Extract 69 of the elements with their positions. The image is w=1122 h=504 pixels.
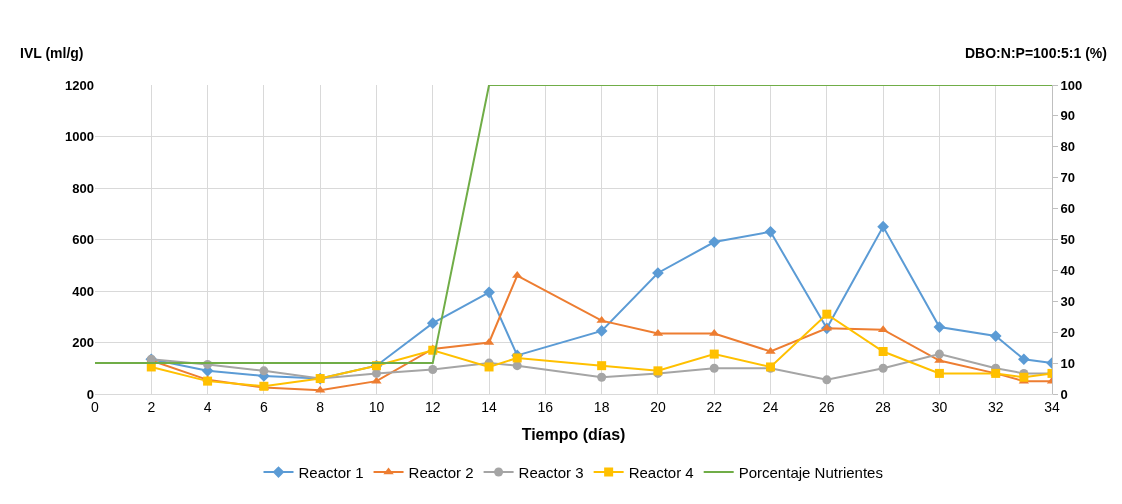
point: [1019, 372, 1029, 382]
y2-tick-label: 20: [1060, 324, 1076, 340]
y2-tick-label: 10: [1060, 355, 1076, 371]
point: [597, 372, 607, 382]
x-tick-label: 22: [706, 398, 723, 415]
y-tick-label: 400: [72, 283, 94, 299]
x-tick-label: 30: [931, 398, 948, 415]
y2-tick-label: 100: [1060, 77, 1083, 93]
x-tick-label: 2: [147, 398, 156, 415]
point: [709, 328, 720, 336]
x-tick-label: 20: [650, 398, 666, 415]
point: [934, 368, 944, 378]
point: [259, 366, 269, 376]
y2-tick-label: 80: [1060, 139, 1076, 155]
y-tick-label: 800: [72, 180, 94, 196]
point: [878, 347, 888, 357]
x-tick-label: 24: [762, 398, 779, 415]
y-tick-label: 600: [72, 232, 94, 248]
x-tick-label: 18: [593, 398, 610, 415]
x-tick-label: 34: [1044, 398, 1060, 415]
point: [877, 220, 889, 233]
point: [595, 325, 608, 337]
point: [764, 225, 777, 238]
point: [989, 330, 1002, 342]
y2-tick-label: 30: [1060, 293, 1076, 309]
point: [1018, 353, 1030, 366]
x-tick-label: 8: [316, 398, 325, 415]
x-axis-title: Tiempo (días): [521, 426, 626, 444]
point: [428, 365, 438, 375]
x-tick-label: 16: [537, 398, 554, 415]
x-tick-label: 28: [875, 398, 892, 415]
point: [484, 362, 494, 372]
y2-tick-label: 90: [1060, 108, 1076, 124]
x-tick-label: 4: [203, 398, 212, 415]
point: [878, 363, 888, 373]
x-tick-label: 32: [987, 398, 1004, 415]
y-tick-label: 1000: [65, 129, 94, 145]
x-tick-label: 10: [368, 398, 385, 415]
x-tick-label: 14: [481, 398, 498, 415]
legend-label: Porcentaje Nutrientes: [738, 463, 883, 481]
point: [934, 349, 944, 359]
y-tick-label: 200: [72, 335, 94, 351]
point: [597, 361, 607, 371]
point: [933, 321, 946, 333]
y-tick-label: 0: [86, 386, 94, 402]
point: [708, 236, 721, 248]
y2-axis-title: DBO:N:P=100:5:1 (%): [965, 45, 1107, 61]
legend-label: Reactor 1: [298, 463, 364, 481]
y2-tick-label: 50: [1060, 232, 1076, 248]
point: [512, 353, 522, 363]
point: [709, 349, 719, 359]
point: [822, 309, 832, 319]
x-tick-label: 26: [819, 398, 835, 415]
y2-tick-label: 60: [1060, 201, 1076, 217]
legend-label: Reactor 4: [628, 463, 694, 481]
y2-tick-label: 40: [1060, 262, 1076, 278]
x-tick-label: 12: [424, 398, 441, 415]
y-axis-title: IVL (ml/g): [20, 45, 84, 61]
y2-tick-label: 70: [1060, 170, 1076, 186]
legend-label: Reactor 3: [518, 463, 584, 481]
point: [483, 286, 495, 299]
point: [822, 375, 832, 385]
point: [709, 363, 719, 373]
legend-label: Reactor 2: [408, 463, 474, 481]
y2-tick-label: 0: [1060, 386, 1068, 402]
point: [512, 361, 522, 371]
point: [426, 317, 439, 330]
x-tick-label: 6: [259, 398, 268, 415]
y-tick-label: 1200: [65, 77, 94, 93]
